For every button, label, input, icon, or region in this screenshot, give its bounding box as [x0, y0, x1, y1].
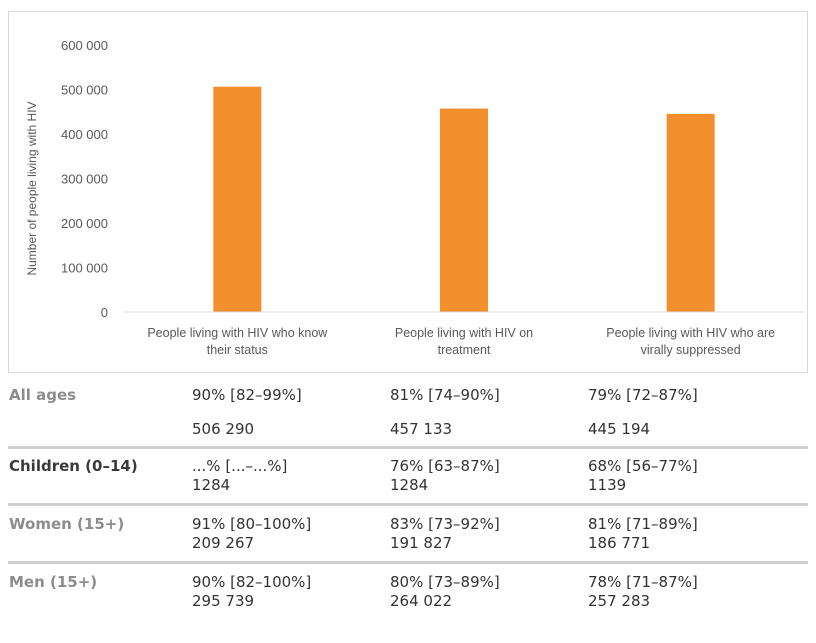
percent-cell: 81% [71–89%] — [588, 515, 698, 533]
bar — [440, 108, 488, 313]
number-cell: 457 133 — [390, 420, 453, 438]
bar — [213, 86, 262, 312]
number-cell: 1284 — [192, 476, 231, 494]
row-label: Men (15+) — [9, 573, 98, 591]
y-tick-label: 500 000 — [61, 83, 108, 98]
percent-cell: 78% [71–87%] — [588, 573, 698, 591]
percent-cell: 68% [56–77%] — [588, 457, 698, 475]
y-tick-label: 0 — [101, 305, 108, 320]
number-cell: 1139 — [588, 476, 627, 494]
number-cell: 506 290 — [192, 420, 255, 438]
number-cell: 264 022 — [390, 592, 453, 610]
percent-cell: 91% [80–100%] — [192, 515, 312, 533]
row-label: Women (15+) — [9, 515, 125, 533]
bar — [666, 113, 715, 312]
number-cell: 295 739 — [192, 592, 255, 610]
chart-frame: 0 100 000 200 000 300 000 400 000 500 000 600 … — [8, 11, 808, 373]
x-category-label: their status — [207, 343, 268, 357]
percent-cell: 90% [82–99%] — [192, 386, 302, 404]
number-cell: 209 267 — [192, 534, 255, 552]
number-cell: 1284 — [390, 476, 429, 494]
number-cell: 257 283 — [588, 592, 651, 610]
percent-cell: 90% [82–100%] — [192, 573, 312, 591]
x-category-label: People living with HIV who are — [606, 326, 775, 340]
percent-cell: 79% [72–87%] — [588, 386, 698, 404]
x-category-label: People living with HIV on — [395, 326, 533, 340]
number-cell: 191 827 — [390, 534, 453, 552]
x-category-label: treatment — [438, 343, 491, 357]
row-label: All ages — [9, 386, 77, 404]
number-cell: 186 771 — [588, 534, 651, 552]
table-row: All ages 90% [82–99%] 506 290 81% [74–90%] 4… — [8, 380, 808, 449]
y-axis-title: Number of people living with HIV — [25, 101, 39, 275]
table-row: Men (15+) 90% [82–100%] 295 739 80% [73–89%… — [8, 564, 808, 626]
row-label: Children (0–14) — [9, 457, 138, 475]
number-cell: 445 194 — [588, 420, 651, 438]
bar-chart: 0 100 000 200 000 300 000 400 000 500 000 600 … — [25, 38, 804, 357]
y-tick-label: 400 000 — [61, 127, 108, 142]
cascade-table: All ages 90% [82–99%] 506 290 81% [74–90%] 4… — [8, 380, 808, 626]
percent-cell: 80% [73–89%] — [390, 573, 500, 591]
y-tick-label: 200 000 — [61, 216, 108, 231]
x-category-label: virally suppressed — [641, 343, 741, 357]
table-row: Children (0–14)...% [...–...%] 1284 76% [6… — [8, 449, 808, 506]
x-category-label: People living with HIV who know — [147, 326, 328, 340]
percent-cell: 76% [63–87%] — [390, 457, 500, 475]
percent-cell: 81% [74–90%] — [390, 386, 500, 404]
percent-cell: 83% [73–92%] — [390, 515, 500, 533]
table-row: Women (15+) 91% [80–100%] 209 267 83% [73–9… — [8, 506, 808, 564]
percent-cell: ...% [...–...%] — [192, 457, 288, 475]
y-tick-label: 600 000 — [61, 38, 108, 53]
y-tick-label: 100 000 — [61, 261, 108, 276]
y-tick-label: 300 000 — [61, 172, 108, 187]
